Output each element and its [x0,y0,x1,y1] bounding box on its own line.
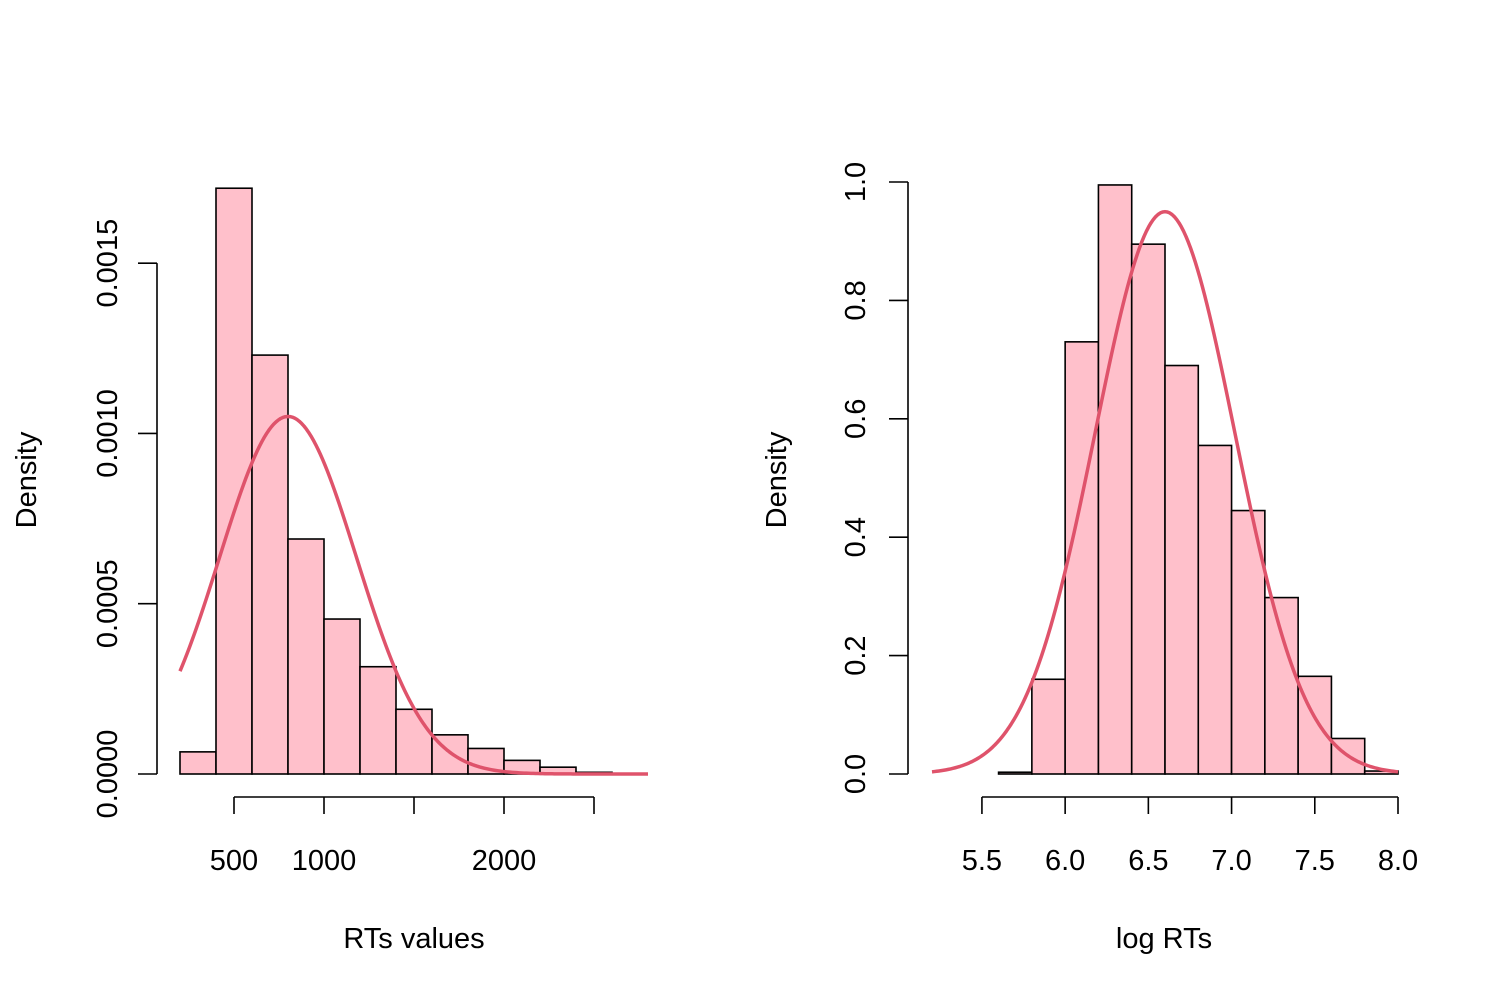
histogram-bar [997,771,1033,775]
histogram-bar [323,618,361,775]
histogram-bar [1264,596,1299,775]
x-tick-label: 6.5 [1128,845,1168,877]
y-tick-label: 0.6 [840,399,872,439]
histogram-bar [179,751,217,775]
x-tick-label: 2000 [472,845,537,877]
x-tick-label: 8.0 [1378,845,1418,877]
y-tick-label: 0.0005 [92,559,124,648]
x-tick-label: 500 [210,845,258,877]
x-tick-label: 5.5 [962,845,1002,877]
histogram-bar [1164,364,1200,775]
histogram-bar [1130,243,1166,775]
x-axis-title: log RTs [1116,923,1212,955]
x-tick-label: 1000 [292,845,357,877]
x-axis-title: RTs values [343,923,484,955]
histogram-bar [1031,678,1066,775]
histogram-bar [251,354,289,775]
y-tick-label: 1.0 [840,162,872,202]
density-curve [931,209,1399,774]
x-tick-label: 6.0 [1045,845,1085,877]
x-tick-label: 7.0 [1211,845,1251,877]
x-tick-label: 7.5 [1295,845,1335,877]
y-tick-label: 0.0 [840,754,872,794]
histogram-bar [359,665,397,775]
density-curve [178,414,648,776]
y-tick-label: 0.0015 [92,219,124,308]
histogram-log-rt: 5.5 6.0 6.5 7.0 7.5 8.0 0.0 0.2 0.4 0.6 0.8 1.0 log … [761,162,1418,955]
histogram-bar [395,708,433,775]
histogram-bar [1064,341,1100,775]
histogram-bar [287,538,325,775]
y-tick-label: 0.0000 [92,730,124,819]
y-tick-label: 0.2 [840,635,872,675]
histogram-bar [1197,444,1233,775]
y-tick-label: 0.4 [840,517,872,557]
histogram-rt-values: 500 1000 2000 0.0000 0.0005 0.0010 0.0015 RTs v… [11,187,648,955]
y-axis-title: Density [11,431,43,528]
y-axis-title: Density [761,431,793,528]
histogram-bar [1097,184,1133,775]
y-tick-label: 0.0010 [92,389,124,478]
y-tick-label: 0.8 [840,280,872,320]
